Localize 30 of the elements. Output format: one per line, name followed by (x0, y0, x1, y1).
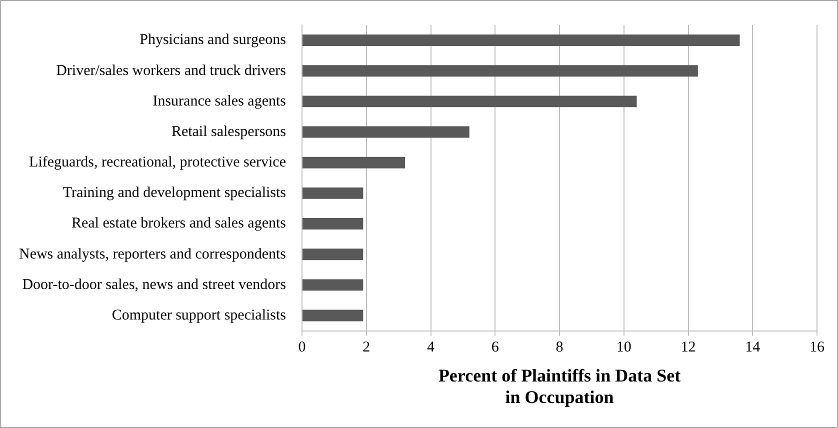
x-axis-title: Percent of Plaintiffs in Data Set in Occupation (438, 365, 681, 407)
x-tick-label: 14 (745, 340, 761, 356)
y-tick-label: Lifeguards, recreational, protective service (29, 154, 286, 171)
y-tick-label: Real estate brokers and sales agents (71, 216, 286, 232)
x-tick-label: 2 (362, 340, 370, 356)
y-tick-label: Computer support specialists (112, 307, 286, 324)
y-tick-label: Retail salespersons (171, 124, 286, 140)
x-tick-label: 8 (556, 340, 564, 356)
bar (302, 248, 364, 260)
y-tick-label: News analysts, reporters and correspondents (18, 246, 286, 262)
bar (302, 218, 364, 230)
bar (302, 156, 406, 168)
x-tick-label: 10 (616, 340, 632, 356)
bar (302, 279, 364, 291)
y-tick-label: Driver/sales workers and truck drivers (56, 62, 286, 79)
bar (302, 96, 637, 108)
bar (302, 65, 698, 77)
bar (302, 126, 470, 138)
y-tick-label: Insurance sales agents (152, 93, 286, 110)
bar (302, 310, 364, 322)
bar (302, 34, 740, 46)
x-tick-label: 4 (427, 340, 436, 356)
x-tick-label: 16 (810, 340, 825, 356)
x-tick-label: 12 (680, 340, 696, 356)
y-tick-label: Door-to-door sales, news and street vendors (22, 276, 286, 293)
bar (302, 187, 364, 199)
x-tick-label: 0 (298, 340, 306, 356)
x-tick-label: 6 (491, 340, 500, 356)
y-tick-label: Physicians and surgeons (140, 32, 286, 48)
y-tick-label: Training and development specialists (62, 185, 286, 202)
